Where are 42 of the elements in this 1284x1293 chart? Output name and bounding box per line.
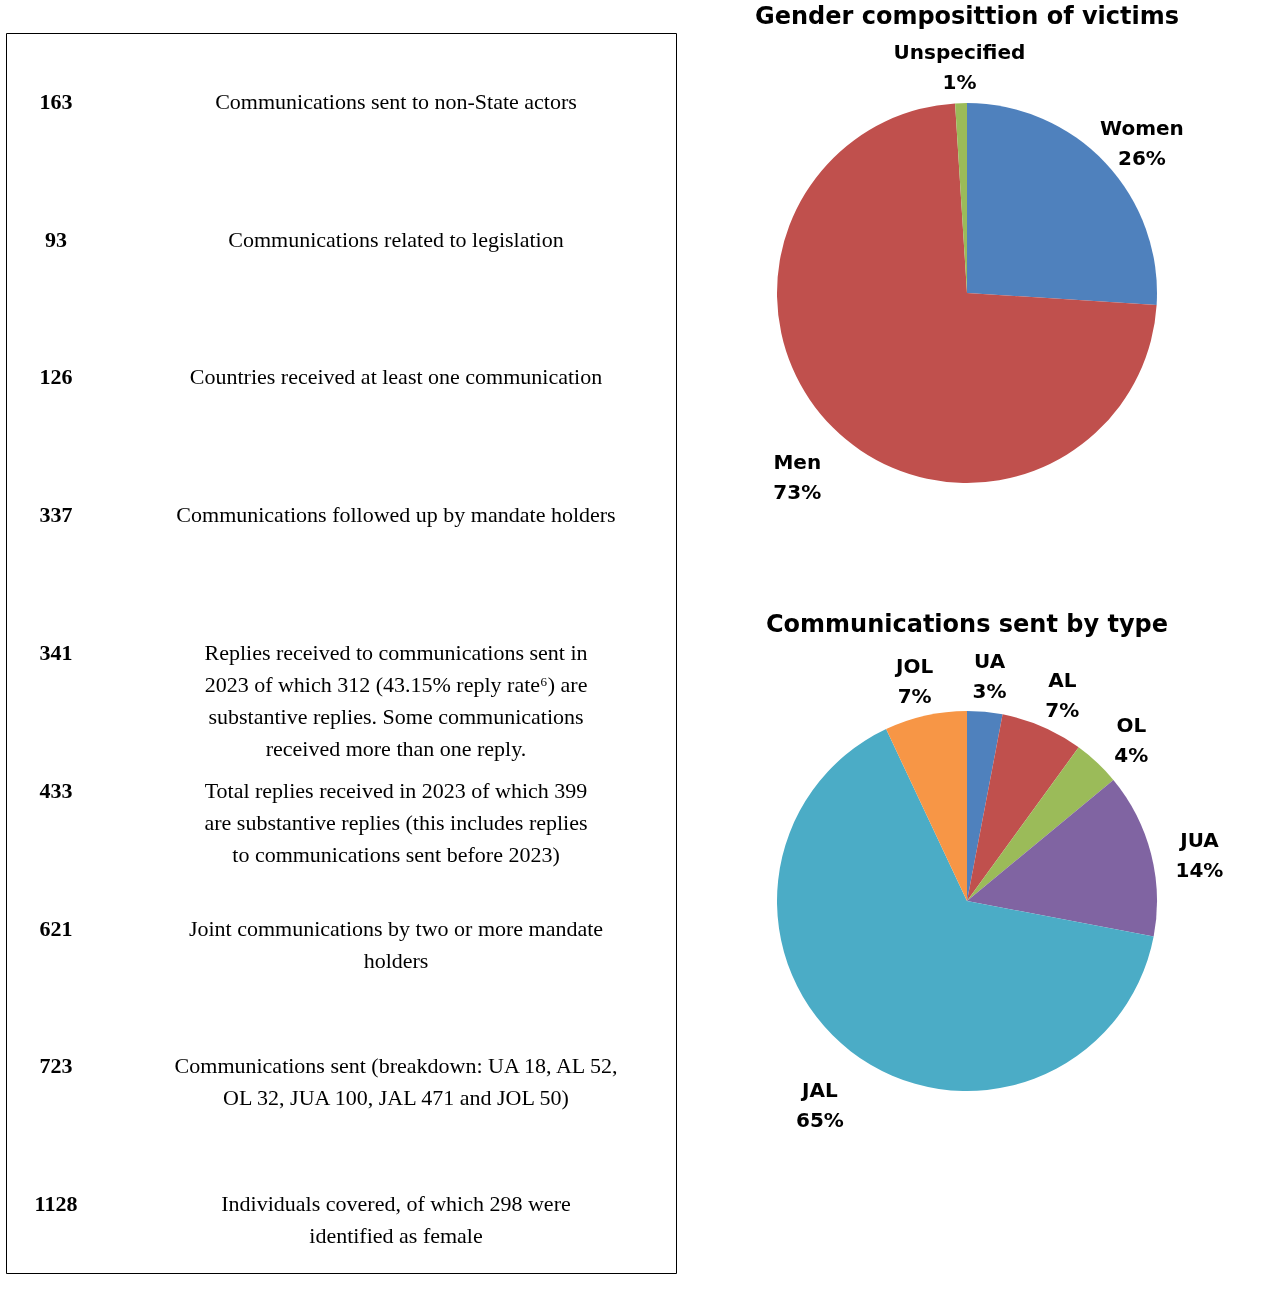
slice-label: Women [1100,115,1184,140]
slice-label: Men [773,449,822,474]
data-label: 3% [972,679,1007,704]
data-label: 621 [39,915,73,941]
data-label: 65% [795,1107,844,1132]
slice-label: JUA [1178,828,1220,853]
category-label: Joint communications by two or more mandate holders [188,915,604,973]
slice-label: JAL [800,1077,838,1102]
data-label: 723 [39,1053,73,1079]
category-label: Communications sent (breakdown: UA 18, AL 52, OL 32, JUA 100, JAL 471 and JOL 50) [174,1053,618,1111]
slice-label: AL [1048,667,1077,692]
data-label: 433 [39,777,73,803]
data-label: 14% [1175,858,1224,883]
slice-label: Unspecified [893,40,1026,65]
category-label: Communications related to legislation [228,226,564,252]
data-label: 7% [1045,697,1080,722]
pie-slice [967,779,1157,937]
category-label: Replies received to communications sent in 2023 of which 312 (43.15% reply rate⁶) are substantive replies. Some communications received more than one reply. [204,640,588,761]
data-label: 126 [39,364,73,390]
pie-slice [967,711,1003,901]
data-label: 4% [1114,743,1149,768]
category-label: Individuals covered, of which 298 were identified as female [221,1191,571,1249]
data-label: 337 [39,502,73,528]
data-label: 73% [773,479,822,504]
category-label: Total replies received in 2023 of which 399 are substantive replies (this includes replies to communications sent before 2023) [204,777,588,867]
category-label: Communications sent to non-State actors [215,88,577,114]
data-label: 163 [39,88,73,114]
data-label: 93 [45,226,67,252]
chart-title: Communications sent by type [765,610,1169,638]
slice-label: JOL [894,653,934,678]
slice-label: OL [1116,713,1147,738]
category-label: Communications followed up by mandate holders [176,502,616,528]
pie-slice [886,711,967,901]
chart-title: Gender composittion of victims [754,2,1180,30]
data-label: 1% [942,70,977,95]
pie-slice [967,747,1114,901]
data-label: 341 [39,640,73,665]
data-label: 1128 [34,1191,78,1217]
category-label: Countries received at least one communication [189,364,603,390]
data-label: 26% [1118,145,1166,170]
slice-label: UA [974,649,1006,674]
data-label: 7% [897,683,932,708]
